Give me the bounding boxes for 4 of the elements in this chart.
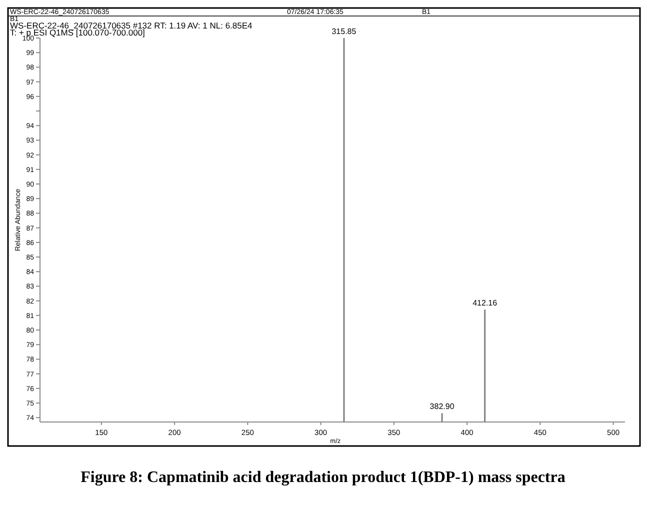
text: Figure 8: Capmatinib acid degradation product 1(BDP-1) mass spectra [80, 469, 566, 486]
annotation: 382.90 [430, 402, 455, 412]
annotation: 315.85 [332, 27, 357, 36]
annotation: 412.16 [472, 298, 498, 308]
